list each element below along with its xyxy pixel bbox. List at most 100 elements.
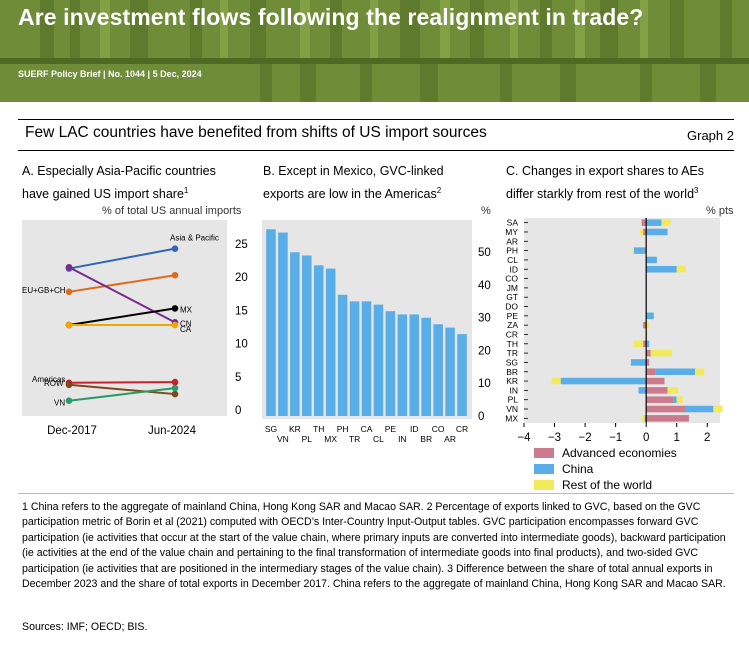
y-tick-label: 20	[478, 345, 491, 357]
legend-swatch	[534, 480, 554, 490]
bar	[337, 294, 348, 416]
bar	[433, 324, 443, 416]
category-label: SA	[507, 218, 519, 228]
stacked-bar-segment	[650, 349, 673, 357]
legend-item-rest: Rest of the world	[534, 477, 677, 493]
category-label: JM	[507, 283, 518, 293]
category-label: SG	[506, 357, 518, 367]
stacked-bar-segment	[551, 377, 561, 385]
data-point	[65, 321, 73, 329]
legend-swatch	[534, 464, 554, 474]
panel-c-title: C. Changes in export shares to AEs diffe…	[506, 164, 705, 202]
x-tick-label: CA	[361, 424, 373, 434]
series-line	[68, 274, 176, 293]
stacked-bar-segment	[646, 219, 662, 226]
y-tick-label: 0	[235, 405, 241, 417]
x-tick-label: MX	[324, 434, 337, 444]
page-title: Are investment flows following the reali…	[18, 4, 644, 30]
x-tick-label: VN	[277, 434, 289, 444]
x-tick-label: CO	[432, 424, 445, 434]
stacked-bar-segment	[646, 256, 657, 264]
stacked-bar-segment	[646, 368, 656, 376]
x-tick-label: IN	[398, 434, 407, 444]
x-tick-label: PH	[337, 424, 349, 434]
bar	[349, 301, 360, 416]
x-tick-label: ID	[410, 424, 419, 434]
stacked-bar-segment	[646, 387, 668, 394]
divider	[18, 119, 734, 120]
category-label: KR	[506, 376, 518, 386]
data-point	[171, 305, 179, 312]
legend-item-advanced: Advanced economies	[534, 445, 677, 461]
x-tick-label: CL	[373, 434, 384, 444]
panel-b-chart: 01020304050SGVNKRPLTHMXPHTRCACLPEINIDBRC…	[262, 220, 491, 444]
series-label: ROW	[44, 379, 64, 388]
category-label: CL	[507, 255, 518, 265]
category-label: VN	[506, 404, 518, 414]
category-label: ID	[510, 264, 519, 274]
category-label: PL	[508, 395, 519, 405]
panel-a-chart: 0 5 10 15 20 25 Asia & Pacific EU+GB+CH CN MX CA Am…	[22, 220, 248, 437]
series-label: Americas	[32, 375, 65, 384]
y-tick-label: 20	[235, 272, 248, 284]
stacked-bar-segment	[646, 265, 677, 273]
x-tick-label: SG	[265, 424, 277, 434]
panel-a-unit: % of total US annual imports	[102, 205, 242, 217]
x-tick-label: BR	[420, 434, 432, 444]
stacked-bar-segment	[646, 321, 650, 329]
series-label: VN	[54, 399, 65, 408]
stacked-bar-segment	[661, 219, 671, 226]
x-tick-label: TR	[349, 434, 360, 444]
y-tick-label: 5	[235, 372, 241, 384]
data-point	[65, 381, 73, 389]
bar	[457, 334, 467, 416]
stacked-bar-segment	[713, 405, 723, 413]
category-label: PH	[506, 246, 518, 256]
x-tick-label: −2	[579, 432, 592, 443]
panel-c-unit: % pts	[706, 205, 734, 217]
category-label: CO	[505, 274, 518, 284]
sources: Sources: IMF; OECD; BIS.	[22, 621, 148, 633]
data-point	[171, 390, 179, 398]
series-line	[68, 387, 176, 402]
x-tick-label: 1	[674, 432, 680, 443]
data-point	[171, 321, 179, 329]
series-label: MX	[180, 305, 193, 314]
category-label: ZA	[507, 320, 518, 330]
y-tick-label: 50	[478, 247, 491, 259]
stacked-bar-segment	[646, 349, 651, 357]
x-tick-label: 2	[704, 432, 710, 443]
series-line	[68, 307, 176, 326]
bar	[290, 252, 300, 416]
panel-a-title: A. Especially Asia-Pacific countries hav…	[22, 164, 216, 202]
x-tick-label: 0	[643, 432, 649, 443]
bar	[409, 314, 420, 416]
category-label: PE	[507, 311, 519, 321]
stacked-bar-segment	[646, 415, 689, 422]
data-point	[65, 397, 73, 405]
category-label: TR	[507, 348, 518, 358]
stacked-bar-segment	[646, 377, 665, 385]
series-label: EU+GB+CH	[22, 286, 66, 295]
panel-c-chart: −4 −3 −2 −1 0 1 2 SAMYARPHCLIDCOJMGTDOPEZACRTHT…	[505, 218, 723, 443]
bar	[313, 265, 324, 416]
series-label: CN	[180, 319, 192, 328]
legend-item-china: China	[534, 461, 677, 477]
stacked-bar-segment	[643, 340, 647, 348]
panel-c-legend: Advanced economies China Rest of the wor…	[534, 445, 677, 493]
data-point	[65, 288, 73, 296]
bar	[266, 229, 276, 416]
x-tick-label: TH	[313, 424, 324, 434]
bar	[385, 311, 396, 416]
category-label: GT	[506, 292, 518, 302]
stacked-bar-segment	[638, 387, 647, 394]
bookshelf-background	[0, 0, 749, 102]
x-tick-label: PL	[302, 434, 313, 444]
y-tick-label: 25	[235, 239, 248, 251]
y-tick-label: 40	[478, 280, 491, 292]
category-label: AR	[506, 236, 518, 246]
stacked-bar-segment	[633, 247, 645, 254]
y-tick-label: 10	[478, 378, 491, 390]
x-tick-label: KR	[289, 424, 301, 434]
bar	[445, 327, 455, 416]
